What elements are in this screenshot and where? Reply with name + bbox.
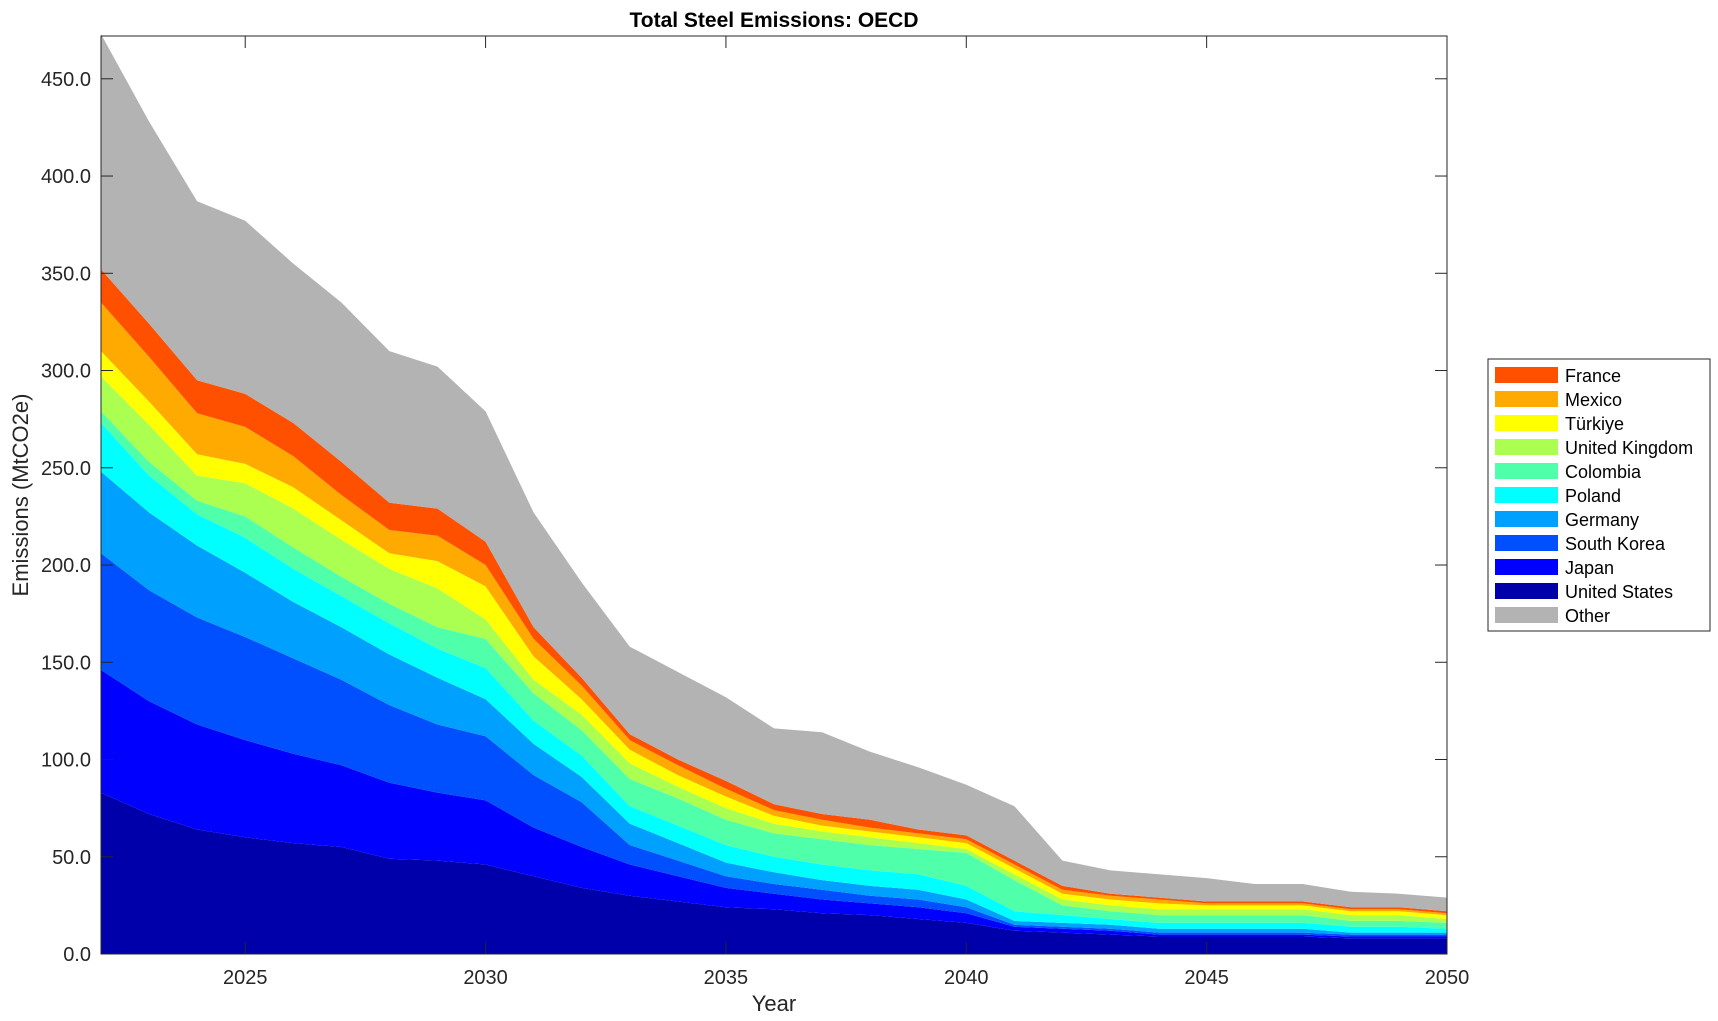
- y-tick-label-450: 450.0: [41, 69, 91, 91]
- legend-swatch-poland: [1495, 487, 1558, 503]
- chart-title: Total Steel Emissions: OECD: [629, 9, 918, 32]
- legend-swatch-japan: [1495, 559, 1558, 575]
- legend-swatch-france: [1495, 367, 1558, 383]
- plot-frame: [100, 35, 1448, 955]
- x-tick-label-2045: 2045: [1184, 967, 1229, 989]
- legend-swatch-colombia: [1495, 463, 1558, 479]
- y-tick-label-200: 200.0: [41, 555, 91, 577]
- y-tick-label-350: 350.0: [41, 263, 91, 285]
- area-japan: [101, 670, 1447, 939]
- legend-label-colombia: Colombia: [1565, 462, 1642, 482]
- area-south-korea: [101, 553, 1447, 937]
- y-tick-label-250: 250.0: [41, 458, 91, 480]
- legend-label-poland: Poland: [1565, 486, 1621, 506]
- legend-swatch-other: [1495, 607, 1558, 623]
- legend-label-mexico: Mexico: [1565, 390, 1622, 410]
- x-axis-label: Year: [752, 991, 796, 1016]
- legend-label-turkiye: Türkiye: [1565, 414, 1624, 434]
- legend-label-united-kingdom: United Kingdom: [1565, 438, 1693, 458]
- x-tick-label-2025: 2025: [223, 967, 268, 989]
- y-tick-label-100: 100.0: [41, 750, 91, 772]
- legend-swatch-united-kingdom: [1495, 439, 1558, 455]
- legend-swatch-south-korea: [1495, 535, 1558, 551]
- legend-swatch-germany: [1495, 511, 1558, 527]
- x-tick-label-2030: 2030: [463, 967, 508, 989]
- x-tick-label-2040: 2040: [944, 967, 989, 989]
- area-layers: [101, 34, 1447, 954]
- y-tick-label-300: 300.0: [41, 361, 91, 383]
- legend-label-united-states: United States: [1565, 582, 1673, 602]
- legend-swatch-mexico: [1495, 391, 1558, 407]
- legend-label-france: France: [1565, 366, 1621, 386]
- tick-labels: 2025 2030 2035 2040 2045 2050 0.0 50.0 100.0 150.…: [41, 69, 1469, 989]
- x-tick-label-2050: 2050: [1425, 967, 1470, 989]
- legend-label-japan: Japan: [1565, 558, 1614, 578]
- y-axis-label: Emissions (MtCO2e): [8, 394, 33, 597]
- legend-label-other: Other: [1565, 606, 1610, 626]
- legend-label-germany: Germany: [1565, 510, 1639, 530]
- legend-swatch-turkiye: [1495, 415, 1558, 431]
- area-other: [101, 34, 1447, 912]
- y-tick-label-0: 0.0: [63, 944, 91, 966]
- y-tick-label-50: 50.0: [52, 847, 91, 869]
- y-tick-label-400: 400.0: [41, 166, 91, 188]
- y-tick-label-150: 150.0: [41, 652, 91, 674]
- legend-swatch-united-states: [1495, 583, 1558, 599]
- legend-label-south-korea: South Korea: [1565, 534, 1666, 554]
- area-united-states: [101, 792, 1447, 954]
- x-tick-label-2035: 2035: [704, 967, 749, 989]
- legend: France Mexico Türkiye United Kingdom Colombi…: [1487, 358, 1711, 632]
